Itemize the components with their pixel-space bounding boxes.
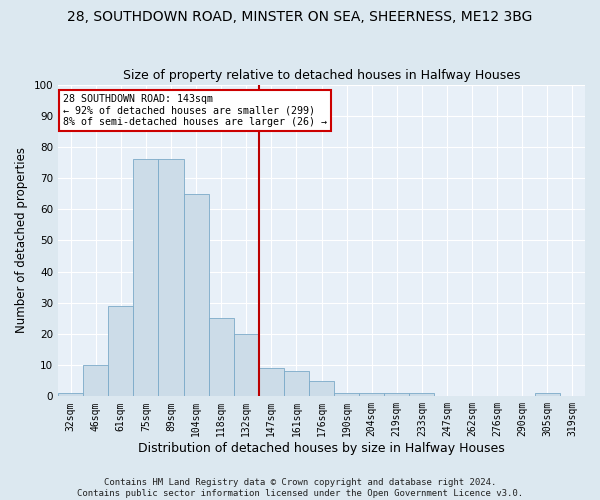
Bar bbox=[259, 368, 284, 396]
Bar bbox=[535, 393, 560, 396]
Bar bbox=[184, 194, 209, 396]
Bar bbox=[108, 306, 133, 396]
X-axis label: Distribution of detached houses by size in Halfway Houses: Distribution of detached houses by size … bbox=[138, 442, 505, 455]
Bar bbox=[133, 160, 158, 396]
Bar bbox=[209, 318, 233, 396]
Text: 28 SOUTHDOWN ROAD: 143sqm
← 92% of detached houses are smaller (299)
8% of semi-: 28 SOUTHDOWN ROAD: 143sqm ← 92% of detac… bbox=[64, 94, 328, 127]
Bar bbox=[359, 393, 384, 396]
Bar bbox=[334, 393, 359, 396]
Bar bbox=[284, 372, 309, 396]
Bar bbox=[58, 393, 83, 396]
Bar bbox=[384, 393, 409, 396]
Bar bbox=[158, 160, 184, 396]
Bar bbox=[309, 380, 334, 396]
Text: 28, SOUTHDOWN ROAD, MINSTER ON SEA, SHEERNESS, ME12 3BG: 28, SOUTHDOWN ROAD, MINSTER ON SEA, SHEE… bbox=[67, 10, 533, 24]
Bar bbox=[409, 393, 434, 396]
Y-axis label: Number of detached properties: Number of detached properties bbox=[15, 148, 28, 334]
Title: Size of property relative to detached houses in Halfway Houses: Size of property relative to detached ho… bbox=[123, 69, 520, 82]
Bar bbox=[83, 365, 108, 396]
Text: Contains HM Land Registry data © Crown copyright and database right 2024.
Contai: Contains HM Land Registry data © Crown c… bbox=[77, 478, 523, 498]
Bar bbox=[233, 334, 259, 396]
